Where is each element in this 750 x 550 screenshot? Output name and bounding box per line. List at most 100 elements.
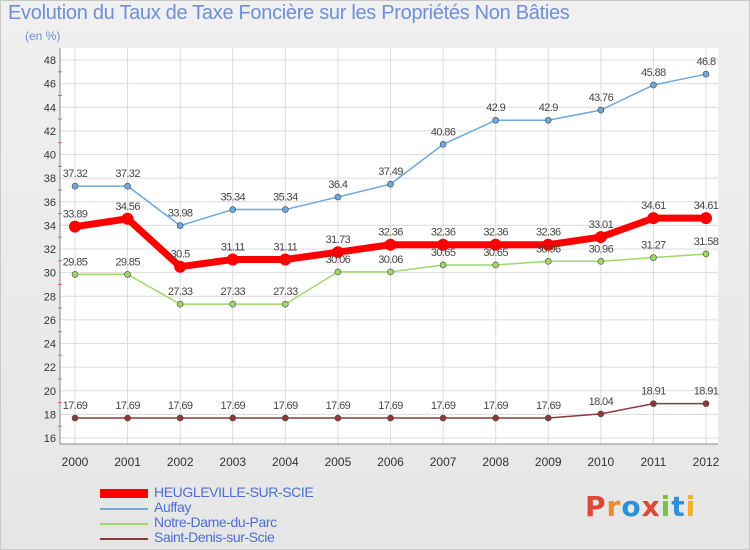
data-label: 30.06: [378, 254, 403, 266]
y-tick-label: 22: [44, 362, 56, 374]
y-tick-label: 16: [44, 433, 56, 445]
y-tick-label: 44: [44, 102, 56, 114]
x-tick-label: 2008: [482, 455, 509, 469]
data-point: [282, 300, 289, 308]
data-label: 31.11: [221, 242, 245, 254]
data-point: [650, 400, 657, 407]
data-point: [387, 268, 394, 276]
data-point: [176, 222, 184, 229]
data-point: [69, 220, 81, 233]
y-tick-label: 24: [44, 339, 56, 351]
data-point: [492, 116, 499, 124]
logo-letter: r: [606, 490, 622, 523]
legend-swatch-auffay: [100, 508, 148, 510]
data-point: [489, 238, 502, 251]
data-label: 30.96: [536, 243, 561, 255]
data-label: 37.49: [378, 166, 403, 178]
data-label: 17.69: [273, 400, 298, 412]
data-label: 31.27: [641, 240, 666, 252]
data-label: 27.33: [220, 286, 245, 298]
legend-label-notre-dame: Notre-Dame-du-Parc: [154, 514, 277, 530]
data-point: [597, 106, 605, 114]
data-label: 29.85: [115, 256, 140, 268]
data-point: [229, 206, 237, 213]
y-tick-label: 20: [44, 386, 56, 398]
y-tick-label: 32: [44, 244, 56, 256]
data-point: [282, 206, 289, 213]
x-tick-label: 2009: [535, 455, 562, 469]
y-tick-label: 26: [44, 315, 56, 327]
data-point: [334, 268, 342, 276]
data-point: [229, 300, 237, 308]
data-point: [597, 410, 605, 418]
data-label: 32.36: [536, 227, 561, 239]
data-point: [437, 238, 450, 251]
data-label: 17.69: [326, 400, 351, 412]
data-label: 42.9: [539, 102, 558, 114]
data-point: [71, 182, 79, 190]
y-tick-label: 30: [44, 268, 56, 280]
data-point: [492, 261, 499, 269]
data-point: [650, 81, 657, 89]
legend-swatch-notre-dame: [100, 523, 148, 525]
data-point: [439, 414, 447, 422]
data-label: 30.96: [589, 243, 614, 255]
data-point: [387, 414, 394, 422]
chart-title: Evolution du Taux de Taxe Foncière sur l…: [8, 2, 570, 24]
data-point: [334, 193, 342, 201]
data-point: [124, 182, 131, 190]
x-tick-label: 2012: [693, 455, 720, 469]
data-label: 18.04: [589, 396, 614, 408]
data-label: 17.69: [536, 400, 561, 412]
data-point: [542, 238, 555, 251]
data-point: [121, 212, 134, 225]
data-label: 31.58: [694, 236, 719, 248]
data-label: 33.89: [63, 209, 88, 221]
data-label: 42.9: [486, 102, 505, 114]
x-tick-label: 2003: [219, 455, 246, 469]
x-tick-label: 2000: [62, 455, 89, 469]
logo-letter: P: [585, 490, 607, 523]
y-tick-label: 38: [44, 173, 56, 185]
data-point: [544, 257, 552, 265]
proxiti-logo: Proxiti: [585, 490, 696, 523]
data-point: [71, 271, 79, 278]
x-tick-label: 2002: [167, 455, 194, 469]
logo-letter: i: [685, 490, 697, 523]
data-label: 18.91: [694, 386, 719, 398]
y-tick-label: 36: [44, 197, 56, 209]
data-point: [229, 414, 237, 422]
legend-label-heugleville: HEUGLEVILLE-SUR-SCIE: [154, 484, 314, 500]
data-label: 32.36: [378, 227, 403, 239]
data-label: 17.69: [220, 400, 245, 412]
data-label: 34.61: [641, 200, 666, 212]
x-tick-label: 2001: [114, 455, 141, 469]
data-label: 30.5: [171, 249, 190, 261]
x-tick-label: 2006: [377, 455, 404, 469]
data-point: [226, 253, 239, 266]
data-point: [544, 116, 552, 124]
data-label: 27.33: [168, 286, 193, 298]
data-point: [702, 400, 710, 407]
data-label: 37.32: [115, 168, 140, 180]
data-label: 30.06: [326, 254, 351, 266]
y-tick-label: 40: [44, 150, 56, 162]
chart-unit-label: (en %): [25, 29, 61, 43]
data-label: 17.69: [168, 400, 193, 412]
legend-label-saint-denis: Saint-Denis-sur-Scie: [154, 529, 275, 545]
data-point: [544, 414, 552, 422]
logo-letter: i: [660, 490, 672, 523]
data-point: [439, 261, 447, 269]
data-point: [439, 141, 447, 148]
y-tick-label: 18: [44, 409, 56, 421]
x-tick-label: 2011: [641, 455, 667, 469]
y-tick-label: 48: [44, 55, 56, 67]
data-label: 35.34: [273, 192, 298, 204]
data-label: 43.76: [589, 92, 614, 104]
y-tick-label: 34: [44, 220, 56, 232]
data-label: 17.69: [115, 400, 140, 412]
data-label: 32.36: [483, 227, 508, 239]
data-label: 34.56: [115, 201, 140, 213]
data-point: [647, 212, 660, 225]
